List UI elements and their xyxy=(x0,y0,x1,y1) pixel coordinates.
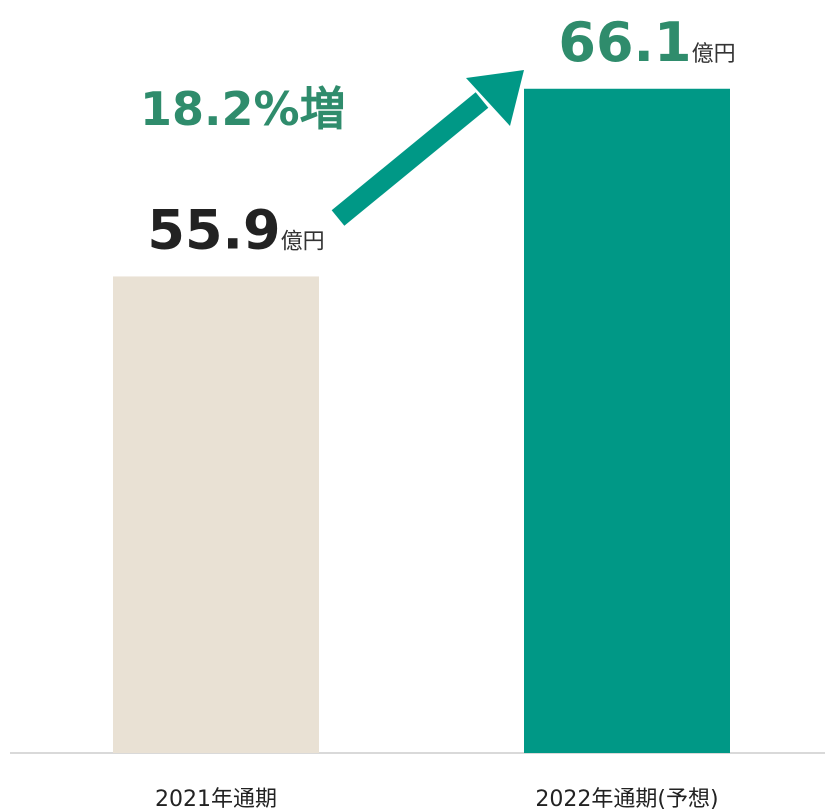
value-label: 55.9億円 xyxy=(147,198,324,261)
value-number: 66.1 xyxy=(558,11,691,74)
value-number: 55.9 xyxy=(147,198,280,261)
value-unit: 億円 xyxy=(692,42,736,67)
bar xyxy=(524,88,730,753)
bar xyxy=(113,276,319,753)
x-tick-label: 2021年通期 xyxy=(155,787,277,812)
value-unit: 億円 xyxy=(281,229,325,254)
growth-arrow xyxy=(331,70,524,226)
x-tick-label: 2022年通期(予想) xyxy=(535,787,718,812)
arrow-head xyxy=(466,70,524,126)
annotation: 18.2%増 xyxy=(140,82,346,136)
value-label: 66.1億円 xyxy=(558,11,735,74)
arrow-shaft xyxy=(331,92,489,226)
